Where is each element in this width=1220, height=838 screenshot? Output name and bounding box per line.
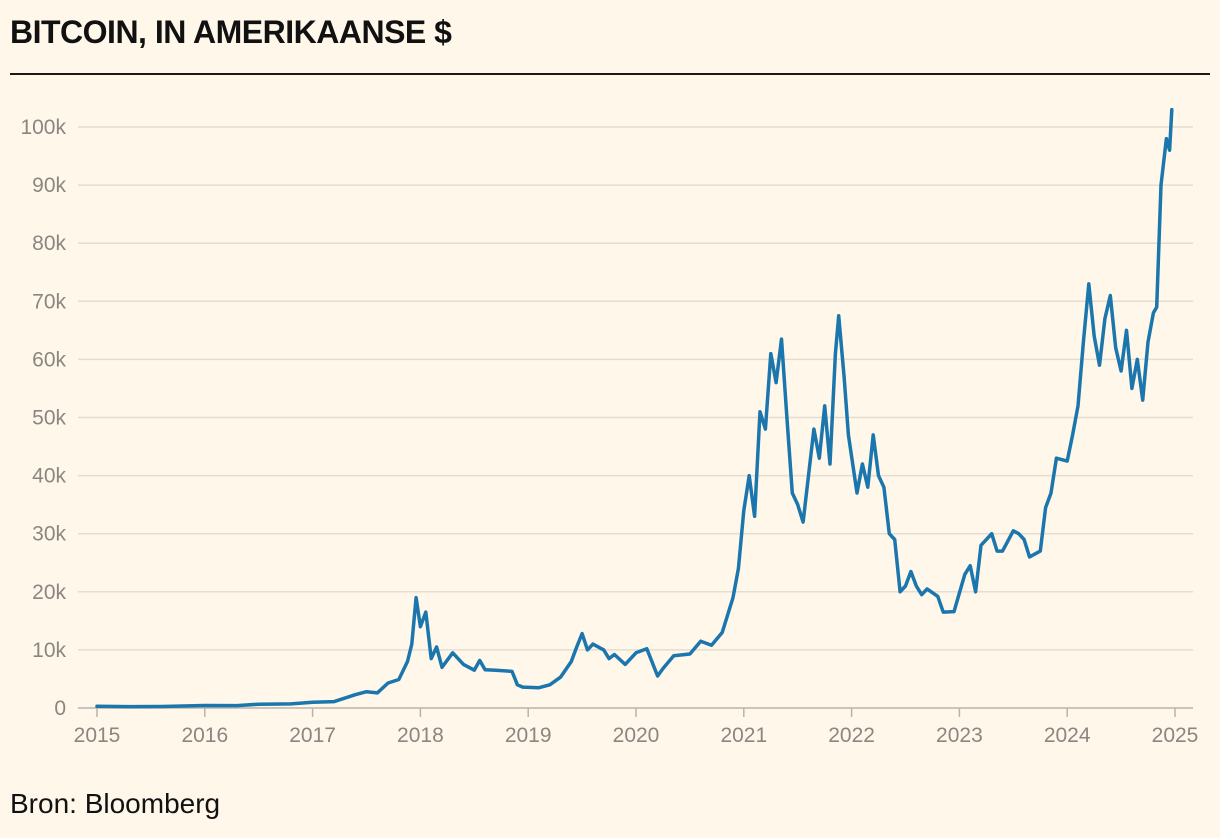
series-layer bbox=[95, 107, 1174, 709]
y-tick-label: 30k bbox=[32, 523, 66, 546]
y-tick-label: 20k bbox=[32, 581, 66, 604]
y-tick-label: 10k bbox=[32, 639, 66, 662]
source-note: Bron: Bloomberg bbox=[10, 788, 221, 819]
y-tick-label: 60k bbox=[32, 348, 66, 371]
series-line bbox=[95, 107, 1174, 709]
x-tick-label: 2022 bbox=[828, 724, 875, 747]
gridlines bbox=[78, 126, 1193, 651]
x-tick-label: 2016 bbox=[181, 724, 228, 747]
x-tick-label: 2021 bbox=[720, 724, 767, 747]
y-tick-label: 50k bbox=[32, 407, 66, 430]
x-tick-label: 2018 bbox=[397, 724, 444, 747]
y-tick-label: 80k bbox=[32, 232, 66, 255]
chart-title: BITCOIN, IN AMERIKAANSE $ bbox=[10, 14, 452, 50]
title-divider bbox=[10, 73, 1210, 75]
x-tick-label: 2020 bbox=[613, 724, 660, 747]
y-tick-label: 90k bbox=[32, 174, 66, 197]
x-tick-label: 2024 bbox=[1044, 724, 1091, 747]
x-tick-label: 2017 bbox=[289, 724, 336, 747]
x-tick-label: 2019 bbox=[505, 724, 552, 747]
y-tick-label: 0 bbox=[54, 697, 66, 720]
y-tick-label: 100k bbox=[20, 116, 66, 139]
x-tick-label: 2023 bbox=[936, 724, 983, 747]
axes: 0 10k 20k 30k 40k 50k 60k 70k 80k 90k 100k 2015 2016… bbox=[20, 116, 1198, 747]
y-tick-label: 70k bbox=[32, 290, 66, 313]
x-tick-label: 2025 bbox=[1152, 724, 1199, 747]
x-tick-label: 2015 bbox=[74, 724, 121, 747]
y-tick-label: 40k bbox=[32, 465, 66, 488]
